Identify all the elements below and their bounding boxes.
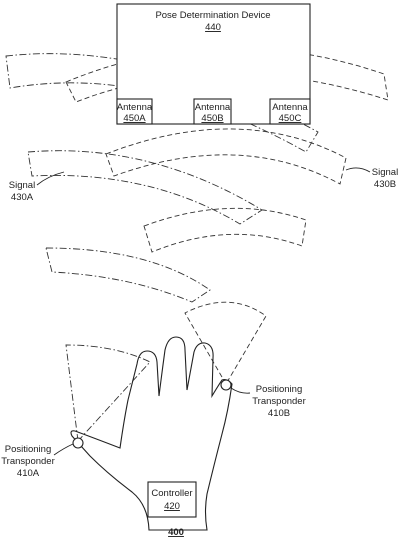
controller-box: [147, 481, 197, 518]
antenna-450B-label: Antenna: [195, 102, 231, 113]
pose-determination-device: Pose Determination Device 440 Antenna 45…: [116, 3, 311, 125]
transponder-410B: Positioning Transponder 410B: [220, 379, 306, 419]
signal-430A-ref: 430A: [11, 192, 34, 203]
controller: Controller 420: [147, 481, 197, 518]
transponder-410A-label-line2: Transponder: [1, 456, 55, 467]
device-ref: 440: [205, 22, 221, 33]
signal-430A-band-2: [27, 150, 263, 225]
antenna-450C-label: Antenna: [272, 102, 308, 113]
antenna-450C-ref: 450C: [279, 113, 302, 124]
signal-430A-leader: [36, 171, 65, 186]
signal-430B-band-2: [105, 128, 347, 185]
signal-430A-callout: Signal 430A: [9, 171, 65, 203]
transponder-410A: Positioning Transponder 410A: [1, 437, 84, 479]
transponder-410A-label-line1: Positioning: [5, 444, 51, 455]
transponder-410A-leader: [53, 443, 74, 456]
signal-430B-leader: [345, 167, 371, 173]
controller-ref: 420: [164, 501, 180, 512]
signal-430B-ref: 430B: [374, 179, 396, 190]
transponder-410A-ref: 410A: [17, 468, 40, 479]
transponder-410B-label-line1: Positioning: [256, 384, 302, 395]
antenna-450A-ref: 450A: [123, 113, 146, 124]
signal-430B-callout: Signal 430B: [345, 167, 398, 190]
signal-430A-label: Signal: [9, 180, 35, 191]
figure-ref: 400: [168, 527, 184, 538]
antenna-450B-box: [193, 98, 232, 125]
antenna-450C-box: [269, 98, 311, 125]
transponder-410B-icon: [220, 379, 232, 391]
device-title: Pose Determination Device: [155, 10, 270, 21]
transponder-410B-ref: 410B: [268, 408, 290, 419]
signal-430A-band-3: [45, 247, 211, 303]
antenna-450A-box: [116, 98, 153, 125]
controller-label: Controller: [151, 488, 192, 499]
antenna-450A-label: Antenna: [117, 102, 153, 113]
signal-430B-band-3: [143, 207, 307, 253]
transponder-410A-icon: [72, 437, 84, 449]
antenna-450B-ref: 450B: [201, 113, 223, 124]
transponder-410B-label-line2: Transponder: [252, 396, 306, 407]
transponder-410B-leader: [230, 387, 251, 394]
signal-430A-band-1: [5, 53, 319, 153]
hand-outline: [70, 336, 233, 531]
transponder-410B-cone: [184, 301, 267, 385]
signal-430B-label: Signal: [372, 167, 398, 178]
transponder-410A-cone: [65, 344, 151, 443]
